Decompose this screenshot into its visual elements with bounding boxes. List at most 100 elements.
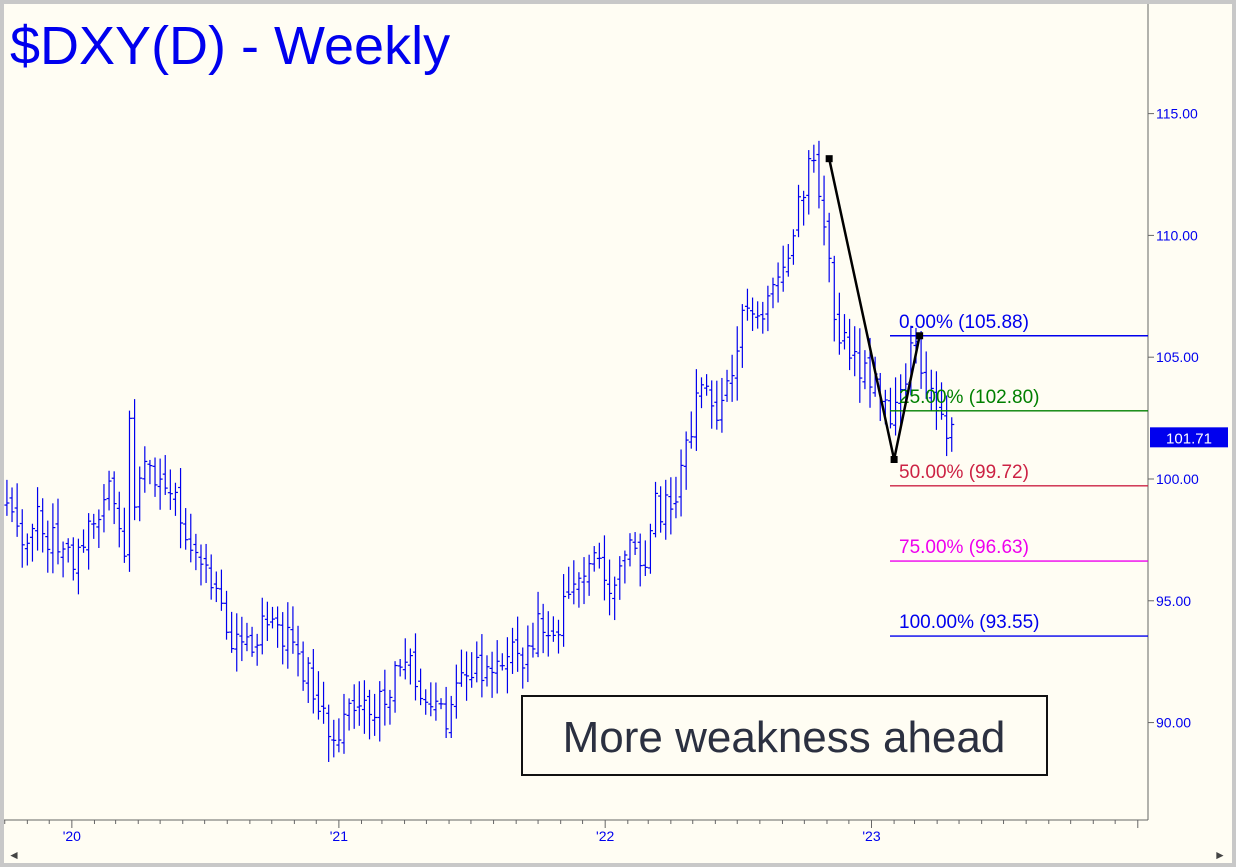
price-bar — [346, 698, 352, 731]
price-bar — [530, 622, 536, 658]
price-bar — [45, 520, 51, 573]
price-bar — [765, 285, 771, 332]
price-bar — [142, 446, 148, 493]
price-bar — [458, 649, 464, 687]
price-bar — [607, 559, 613, 616]
price-bar — [801, 190, 807, 226]
y-tick-label: 100.00 — [1156, 471, 1199, 487]
x-tick-label: '20 — [63, 828, 81, 844]
price-bar — [361, 680, 367, 734]
price-bar — [193, 533, 199, 571]
price-bar — [29, 523, 35, 562]
scroll-left-icon[interactable]: ◄ — [8, 848, 20, 862]
price-bars — [4, 140, 955, 762]
y-tick-label: 95.00 — [1156, 593, 1191, 609]
price-bar — [249, 626, 255, 657]
price-bar — [137, 466, 143, 522]
price-bar — [790, 229, 796, 265]
price-bar — [770, 277, 776, 309]
price-bar — [540, 603, 546, 654]
price-bar — [203, 543, 209, 583]
price-bar — [244, 622, 250, 652]
price-bar — [315, 671, 321, 720]
price-bar — [412, 633, 418, 701]
price-bar — [126, 410, 132, 572]
price-bar — [19, 509, 25, 568]
price-bar — [939, 382, 945, 420]
swing-point-marker — [916, 332, 924, 340]
price-bar — [152, 457, 158, 497]
price-bar — [65, 538, 71, 563]
price-bar — [591, 546, 597, 572]
price-bar — [857, 328, 863, 403]
price-bar — [693, 369, 699, 451]
scroll-right-icon[interactable]: ► — [1214, 848, 1226, 862]
scroll-arrows[interactable]: ◄ ► — [8, 848, 1226, 862]
fib-level-label: 100.00% (93.55) — [899, 612, 1040, 633]
price-bar — [387, 689, 393, 725]
price-bar — [617, 556, 623, 600]
price-bar — [750, 297, 756, 331]
price-bar — [816, 140, 822, 209]
price-bar — [596, 542, 602, 569]
price-bar — [162, 455, 168, 495]
price-bar — [821, 175, 827, 246]
price-bar — [668, 477, 674, 535]
y-tick-label: 115.00 — [1156, 106, 1198, 122]
price-bar — [326, 704, 332, 762]
price-bar — [852, 326, 858, 377]
price-bar — [658, 486, 664, 533]
price-bar — [734, 326, 740, 401]
price-bar — [183, 508, 189, 550]
price-bar — [647, 523, 653, 574]
price-bar — [40, 498, 46, 553]
price-bar — [494, 640, 500, 694]
price-bar — [443, 686, 449, 739]
price-bar — [811, 144, 817, 173]
price-bar — [719, 377, 725, 433]
fib-level-label: 25.00% (102.80) — [899, 387, 1040, 408]
swing-line — [825, 155, 924, 463]
price-bar — [101, 484, 107, 533]
price-bar — [479, 634, 485, 698]
last-price-label: 101.71 — [1166, 430, 1212, 447]
price-bar — [510, 627, 516, 674]
x-tick-label: '22 — [596, 828, 614, 844]
price-bar — [331, 719, 337, 758]
price-bar — [586, 554, 592, 596]
price-bar — [4, 479, 10, 516]
price-bar — [612, 576, 618, 621]
price-bar — [642, 540, 648, 577]
fib-level-label: 0.00% (105.88) — [899, 312, 1029, 333]
price-bar — [627, 533, 633, 567]
price-bar — [755, 301, 761, 329]
price-bar — [50, 503, 56, 574]
price-bar — [448, 695, 454, 738]
price-bar — [341, 693, 347, 754]
price-bar — [336, 718, 342, 753]
price-bar — [739, 304, 745, 368]
price-bar — [688, 411, 694, 449]
price-bar — [367, 689, 373, 740]
price-bar — [372, 693, 378, 736]
y-tick-label: 90.00 — [1156, 715, 1191, 731]
y-axis: 115.00 110.00 105.00 100.00 95.00 90.00 — [1148, 106, 1199, 731]
price-bar — [785, 244, 791, 277]
price-bar — [678, 449, 684, 517]
price-bar — [484, 655, 490, 687]
price-bar — [259, 597, 265, 655]
price-bar — [382, 669, 388, 726]
price-bar — [70, 537, 76, 581]
price-bar — [663, 479, 669, 540]
price-bar — [218, 569, 224, 611]
price-bar — [893, 377, 899, 436]
price-bar — [515, 616, 521, 672]
price-bar — [545, 611, 551, 657]
price-bar — [392, 661, 398, 713]
price-bar — [407, 648, 413, 685]
price-bar — [428, 682, 434, 717]
price-bar — [841, 314, 847, 350]
price-bar — [489, 651, 495, 698]
price-bar — [198, 544, 204, 586]
